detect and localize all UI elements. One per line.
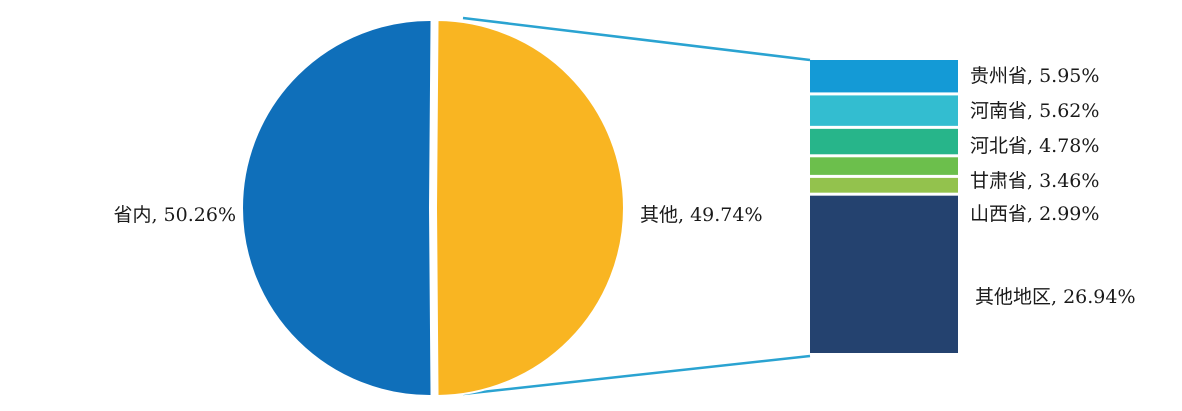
pie-slice-province (241, 19, 433, 397)
connector-line-top (462, 16, 811, 62)
bar-segment-shanxi (810, 177, 958, 193)
connector-lines (462, 16, 811, 396)
connector-line-bottom (462, 354, 811, 396)
bar-segment-other-regions (810, 195, 958, 353)
bar-segment-hebei (810, 128, 958, 155)
bar-segment-gansu (810, 157, 958, 175)
pie-label-province: 省内, 50.26% (113, 204, 236, 226)
bar-label-henan: 河南省, 5.62% (970, 100, 1099, 122)
bar-label-gansu: 甘肃省, 3.46% (970, 170, 1099, 192)
pie-label-other: 其他, 49.74% (640, 204, 763, 226)
pie-slice-other (434, 18, 626, 398)
bar-label-guizhou: 贵州省, 5.95% (970, 65, 1099, 87)
bar-label-hebei: 河北省, 4.78% (970, 135, 1099, 157)
bar-label-shanxi: 山西省, 2.99% (970, 203, 1099, 225)
bar-label-other-regions: 其他地区, 26.94% (975, 286, 1136, 308)
labels: 省内, 50.26% 其他, 49.74% 贵州省, 5.95% 河南省, 5.… (113, 65, 1135, 308)
breakdown-bar (810, 60, 958, 353)
bar-segment-guizhou (810, 60, 958, 93)
pie (241, 18, 626, 398)
bar-segment-henan (810, 95, 958, 126)
